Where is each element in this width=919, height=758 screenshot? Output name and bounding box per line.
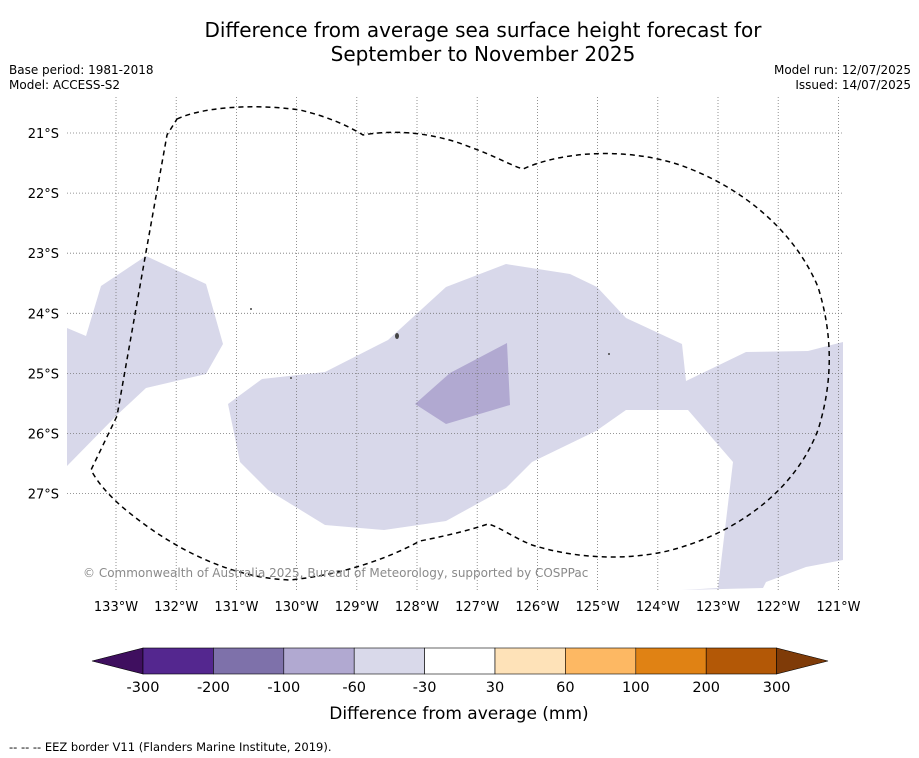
anomaly-region-central xyxy=(228,264,843,590)
meta-right: Model run: 12/07/2025 Issued: 14/07/2025 xyxy=(774,63,911,93)
colorbar-segment xyxy=(213,647,285,675)
colorbar-tick-label: 300 xyxy=(763,680,791,696)
anomaly-region-deep xyxy=(415,343,510,424)
colorbar-tick-label: -30 xyxy=(413,680,437,696)
longitude-label: 126°W xyxy=(515,600,559,615)
map-title: Difference from average sea surface heig… xyxy=(0,18,919,66)
colorbar-segment xyxy=(353,647,425,675)
base-period: Base period: 1981-2018 xyxy=(9,63,154,77)
longitude-label: 130°W xyxy=(275,600,319,615)
colorbar-segment xyxy=(142,647,214,675)
colorbar-segment xyxy=(283,647,355,675)
longitude-label: 122°W xyxy=(756,600,800,615)
latitude-label: 27°S xyxy=(28,488,59,503)
speck-2 xyxy=(250,308,252,310)
colorbar: -300 -200 -100 -60 -30 30 60 100 200 300 xyxy=(91,647,829,696)
latitude-label: 24°S xyxy=(28,307,59,322)
colorbar-tick-label: 100 xyxy=(622,680,650,696)
colorbar-segment xyxy=(635,647,707,675)
longitude-label: 128°W xyxy=(395,600,439,615)
longitude-label: 132°W xyxy=(154,600,198,615)
longitude-label: 125°W xyxy=(576,600,620,615)
colorbar-tick-label: 30 xyxy=(486,680,504,696)
latitude-label: 26°S xyxy=(28,428,59,443)
latitude-label: 25°S xyxy=(28,367,59,382)
longitude-label: 127°W xyxy=(455,600,499,615)
colorbar-title: Difference from average (mm) xyxy=(329,704,588,724)
longitude-label: 124°W xyxy=(636,600,680,615)
copyright-notice: © Commonwealth of Australia 2025, Bureau… xyxy=(83,566,588,580)
colorbar-segment xyxy=(705,647,777,675)
issued-date: Issued: 14/07/2025 xyxy=(795,78,911,92)
model-run: Model run: 12/07/2025 xyxy=(773,63,911,77)
title-line-2: September to November 2025 xyxy=(330,42,636,66)
eez-border xyxy=(90,106,830,581)
eez-footnote: -- -- -- EEZ border V11 (Flanders Marine… xyxy=(9,740,332,754)
latitude-labels: 21°S 22°S 23°S 24°S 25°S 26°S 27°S xyxy=(28,127,59,503)
colorbar-extend-high xyxy=(776,647,829,675)
longitude-label: 131°W xyxy=(214,600,258,615)
colorbar-extend-low xyxy=(91,647,144,675)
colorbar-segment xyxy=(494,647,566,675)
colorbar-tick-label: 60 xyxy=(556,680,574,696)
anomaly-region-west xyxy=(67,256,223,466)
longitude-label: 129°W xyxy=(335,600,379,615)
gridlines xyxy=(67,97,843,590)
longitude-label: 133°W xyxy=(94,600,138,615)
model-name: Model: ACCESS-S2 xyxy=(9,78,121,92)
colorbar-tick-label: -200 xyxy=(197,680,230,696)
colorbar-tick-label: -300 xyxy=(127,680,160,696)
anomaly-fields xyxy=(67,256,843,590)
latitude-label: 23°S xyxy=(28,247,59,262)
small-specks xyxy=(250,308,610,379)
meta-left: Base period: 1981-2018 Model: ACCESS-S2 xyxy=(9,63,154,93)
title-line-1: Difference from average sea surface heig… xyxy=(204,18,762,42)
longitude-label: 123°W xyxy=(696,600,740,615)
speck-4 xyxy=(290,377,292,379)
speck-3 xyxy=(608,353,610,355)
speck-1 xyxy=(395,333,399,339)
latitude-label: 21°S xyxy=(28,127,59,142)
colorbar-tick-label: 200 xyxy=(692,680,720,696)
colorbar-segment xyxy=(424,647,496,675)
longitude-labels: 133°W 132°W 131°W 130°W 129°W 128°W 127°W 126°W… xyxy=(94,600,861,615)
longitude-label: 121°W xyxy=(816,600,860,615)
latitude-label: 22°S xyxy=(28,187,59,202)
colorbar-tick-label: -100 xyxy=(267,680,300,696)
colorbar-tick-label: -60 xyxy=(342,680,366,696)
colorbar-segment xyxy=(565,647,637,675)
